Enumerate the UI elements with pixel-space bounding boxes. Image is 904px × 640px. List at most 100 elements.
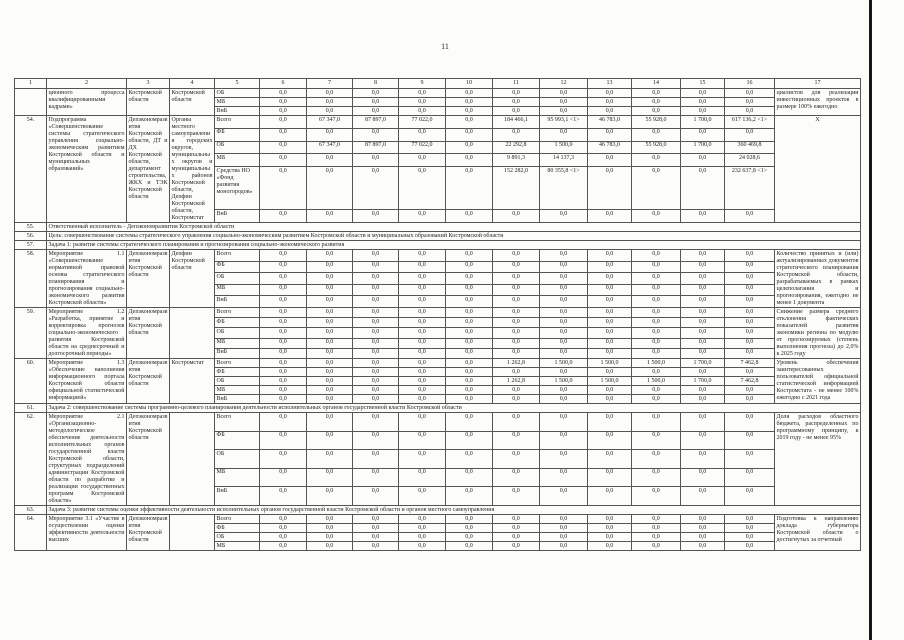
amount-cell: 0,0 xyxy=(631,347,681,360)
program-row-62-line: 62. Мероприятие 2.1 «Организационно-метод… xyxy=(14,412,861,506)
amount-cell: 0,0 xyxy=(398,166,446,211)
amount-cell: 0,0 xyxy=(306,385,353,395)
amount-cell: 0,0 xyxy=(445,283,493,297)
amount-cell: 0,0 xyxy=(352,523,399,533)
amount-cell: 0,0 xyxy=(680,306,725,319)
scan-edge-line xyxy=(869,0,872,640)
amount-cell: 0,0 xyxy=(680,449,725,469)
column-number-cell: 8 xyxy=(352,78,399,89)
amount-cell: 0,0 xyxy=(631,317,681,329)
column-number-cell: 7 xyxy=(306,78,353,89)
amount-cell: 0,0 xyxy=(492,306,540,319)
amount-cell: 0,0 xyxy=(680,209,725,223)
amount-cell: 152 282,0 xyxy=(492,166,540,211)
row-number-cell: 55. xyxy=(14,222,47,232)
amount-cell: 0,0 xyxy=(445,541,493,551)
amount-cell: 0,0 xyxy=(539,337,588,349)
amount-cell: 0,0 xyxy=(724,523,775,533)
amount-cell: 0,0 xyxy=(306,532,353,542)
amount-cell: 0,0 xyxy=(680,486,725,506)
amount-cell: 1 700,0 xyxy=(680,140,725,155)
amount-cell: 87 897,0 xyxy=(352,115,399,129)
amount-cell: 0,0 xyxy=(724,467,775,488)
amount-cell: 0,0 xyxy=(724,295,775,308)
amount-cell: 67 347,0 xyxy=(306,115,353,129)
amount-cell: 0,0 xyxy=(680,514,725,524)
section-text-cell: Задача 1: развитие системы стратегическо… xyxy=(46,240,861,250)
amount-cell: 0,0 xyxy=(445,272,493,285)
amount-cell: 0,0 xyxy=(445,412,493,432)
executor-cell: Депэкономразвития Костромской области xyxy=(126,412,170,506)
amount-cell: 0,0 xyxy=(492,127,540,142)
amount-cell: 0,0 xyxy=(259,97,307,107)
amount-cell: 0,0 xyxy=(259,394,307,404)
amount-cell: 0,0 xyxy=(259,306,307,319)
row-number-cell: 60. xyxy=(14,358,47,404)
amount-cell: 0,0 xyxy=(680,260,725,274)
amount-cell: 0,0 xyxy=(306,317,353,329)
amount-cell: 0,0 xyxy=(445,327,493,339)
amount-cell: 46 783,0 xyxy=(587,140,632,155)
funding-source-cell: ОБ xyxy=(214,272,260,285)
amount-cell: 0,0 xyxy=(352,385,399,395)
amount-cell: 1 500,0 xyxy=(631,358,681,368)
amount-cell: 0,0 xyxy=(398,249,446,262)
amount-cell: 0,0 xyxy=(445,88,493,98)
amount-cell: 0,0 xyxy=(445,385,493,395)
executor-cell: Депэкономразвития Костромской области xyxy=(126,307,170,359)
amount-cell: 0,0 xyxy=(352,327,399,339)
amount-cell: 0,0 xyxy=(539,106,588,116)
amount-cell: 1 262,8 xyxy=(492,376,540,386)
amount-cell: 0,0 xyxy=(631,327,681,339)
amount-cell: 0,0 xyxy=(259,295,307,308)
amount-cell: 0,0 xyxy=(587,337,632,349)
activity-name-cell: Подпрограмма «Совершенствование системы … xyxy=(46,115,127,223)
amount-cell: 0,0 xyxy=(352,412,399,432)
funding-source-cell: ФБ xyxy=(214,523,260,533)
funding-source-cell: ФБ xyxy=(214,127,260,142)
column-number-cell: 11 xyxy=(492,78,540,89)
amount-cell: 0,0 xyxy=(631,467,681,488)
column-number-cell: 6 xyxy=(259,78,307,89)
amount-cell: 0,0 xyxy=(539,394,588,404)
amount-cell: 0,0 xyxy=(352,153,399,168)
column-number-cell: 12 xyxy=(539,78,588,89)
amount-cell: 24 028,6 xyxy=(724,153,775,168)
amount-cell: 0,0 xyxy=(259,106,307,116)
amount-cell: 0,0 xyxy=(492,337,540,349)
row-number-cell: 61. xyxy=(14,403,47,413)
amount-cell: 0,0 xyxy=(259,376,307,386)
amount-cell: 0,0 xyxy=(587,88,632,98)
expected-result-cell: Доля расходов областного бюджета, распре… xyxy=(774,412,861,506)
program-row-62-line: МБ 0,0 0,0 0,0 0,0 0,0 0,0 0,0 0,0 0,0 0,0 0,0 xyxy=(15,467,861,488)
amount-cell: 0,0 xyxy=(492,514,540,524)
amount-cell: 0,0 xyxy=(724,514,775,524)
amount-cell: 0,0 xyxy=(724,260,775,274)
amount-cell: 0,0 xyxy=(587,295,632,308)
amount-cell: 0,0 xyxy=(259,127,307,142)
program-row-54-line: ФБ 0,0 0,0 0,0 0,0 0,0 0,0 0,0 0,0 0,0 0,0 0,0 xyxy=(15,127,861,142)
program-row-54-line: 54. Подпрограмма «Совершенствование систе… xyxy=(14,115,861,223)
amount-cell: 0,0 xyxy=(306,430,353,451)
amount-cell: 0,0 xyxy=(631,532,681,542)
amount-cell: 0,0 xyxy=(445,347,493,360)
amount-cell: 0,0 xyxy=(724,283,775,297)
amount-cell: 0,0 xyxy=(445,514,493,524)
amount-cell: 0,0 xyxy=(352,295,399,308)
amount-cell: 0,0 xyxy=(259,260,307,274)
amount-cell: 0,0 xyxy=(259,272,307,285)
amount-cell: 0,0 xyxy=(492,385,540,395)
amount-cell: 0,0 xyxy=(492,209,540,223)
amount-cell: 0,0 xyxy=(445,317,493,329)
amount-cell: 0,0 xyxy=(539,532,588,542)
amount-cell: 0,0 xyxy=(306,467,353,488)
amount-cell: 0,0 xyxy=(352,249,399,262)
funding-source-cell: ОБ xyxy=(214,532,260,542)
amount-cell: 1 500,0 xyxy=(587,358,632,368)
program-row-59-line: ВнБ 0,0 0,0 0,0 0,0 0,0 0,0 0,0 0,0 0,0 0,0 0,0 xyxy=(15,347,861,360)
row-number-cell: 62. xyxy=(14,412,47,506)
funding-source-cell: ФБ xyxy=(214,260,260,274)
amount-cell: 0,0 xyxy=(724,412,775,432)
amount-cell: 0,0 xyxy=(492,467,540,488)
amount-cell: 1 500,0 xyxy=(539,358,588,368)
